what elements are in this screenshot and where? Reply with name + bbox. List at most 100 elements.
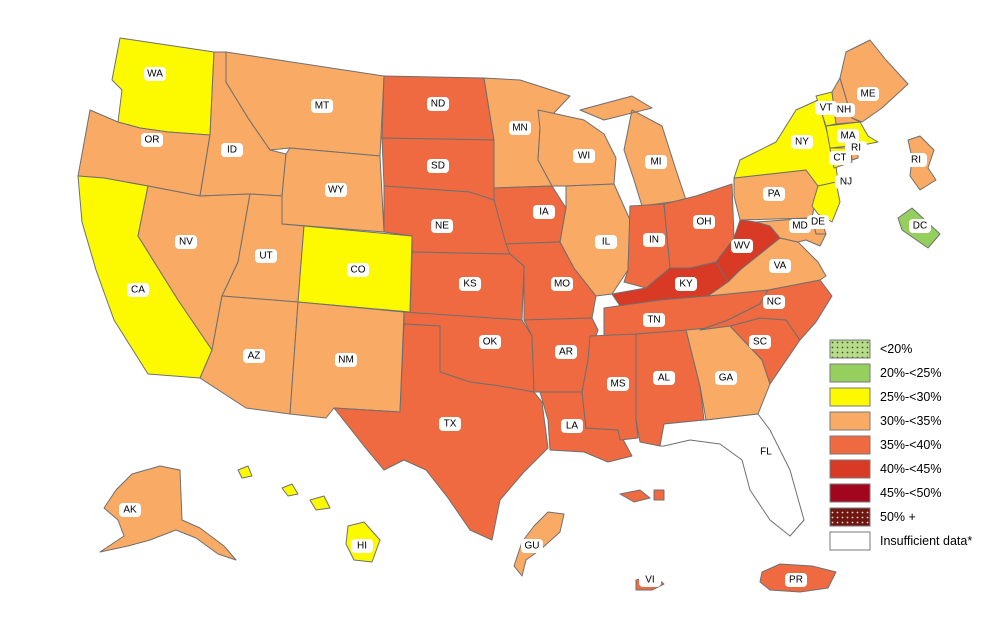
state-label-SD: SD: [427, 159, 449, 173]
state-label-OR: OR: [141, 133, 163, 147]
state-WA[interactable]: [111, 37, 215, 136]
legend-item: <20%: [829, 339, 912, 359]
state-label-MD: MD: [789, 219, 811, 233]
state-MI[interactable]: [579, 95, 687, 207]
state-IA[interactable]: [493, 185, 567, 245]
state-NC[interactable]: [699, 279, 833, 341]
state-label-box-RI: [845, 141, 867, 155]
state-label-text-TX: TX: [444, 419, 457, 430]
state-label-box-UT: [255, 249, 277, 263]
legend-swatch: [829, 459, 871, 479]
state-label-text-NH: NH: [837, 105, 851, 116]
state-label-box-TX: [439, 417, 461, 431]
state-label-box-VI: [639, 573, 661, 587]
state-label-box-SC: [749, 335, 771, 349]
state-ME[interactable]: [839, 39, 909, 123]
state-label-box-DC: [909, 219, 931, 233]
state-label-text-NE: NE: [435, 221, 449, 232]
state-label-WY: WY: [325, 183, 347, 197]
state-label-text-UT: UT: [259, 251, 272, 262]
state-label-box-MN: [509, 121, 531, 135]
state-label-box-IN: [643, 233, 665, 247]
state-label-box-AL: [653, 371, 675, 385]
state-label-box-ND: [427, 97, 449, 111]
state-label-box-NY: [791, 135, 813, 149]
state-label-box-NC: [763, 295, 785, 309]
state-label-box-NJ: [835, 175, 857, 189]
legend-swatch: [829, 339, 871, 359]
state-label-text-NJ: NJ: [840, 177, 852, 188]
legend-item: 50% +: [829, 507, 916, 527]
state-label-text-MT: MT: [315, 101, 329, 112]
state-label-text-CT: CT: [833, 153, 846, 164]
state-label-text-WY: WY: [328, 185, 344, 196]
state-WI[interactable]: [537, 109, 617, 187]
state-label-box-SD: [427, 159, 449, 173]
state-label-AR: AR: [555, 345, 577, 359]
state-label-OH: OH: [693, 215, 715, 229]
state-label-DC-inset: DC: [909, 219, 931, 233]
state-TX[interactable]: [333, 323, 549, 541]
state-label-box-RI: [905, 153, 927, 167]
state-label-text-IA: IA: [539, 207, 549, 218]
state-label-text-DC: DC: [913, 221, 927, 232]
state-label-box-NE: [431, 219, 453, 233]
state-label-ND: ND: [427, 97, 449, 111]
state-label-box-GU: [521, 539, 543, 553]
state-label-AK: AK: [119, 503, 141, 517]
legend-label: 35%-<40%: [880, 438, 942, 452]
legend: <20% 20%-<25% 25%-<30% 30%-<35% 35%-<40% 40%-…: [829, 339, 972, 551]
state-label-KS: KS: [459, 277, 481, 291]
state-HI-2[interactable]: [237, 465, 253, 479]
state-label-text-VT: VT: [820, 103, 833, 114]
state-label-box-WI: [573, 149, 595, 163]
state-label-box-AZ: [243, 349, 265, 363]
state-label-text-GA: GA: [719, 373, 734, 384]
state-label-text-MS: MS: [611, 379, 626, 390]
state-label-text-WI: WI: [578, 151, 590, 162]
state-HI-3[interactable]: [281, 483, 299, 497]
state-label-TX: TX: [439, 417, 461, 431]
state-label-box-IL: [595, 235, 617, 249]
state-PR-island-1[interactable]: [619, 489, 651, 503]
state-label-box-WY: [325, 183, 347, 197]
state-label-box-AR: [555, 345, 577, 359]
state-label-text-WA: WA: [147, 69, 163, 80]
legend-label: 30%-<35%: [880, 414, 942, 428]
state-HI-4[interactable]: [309, 495, 331, 511]
state-label-text-CA: CA: [131, 285, 145, 296]
state-label-OK: OK: [479, 335, 501, 349]
state-AK[interactable]: [99, 465, 237, 561]
state-label-box-TN: [643, 313, 665, 327]
state-label-UT: UT: [255, 249, 277, 263]
state-label-DE: DE: [807, 215, 829, 229]
state-label-MN: MN: [509, 121, 531, 135]
state-FL[interactable]: [659, 413, 805, 537]
state-label-GA: GA: [715, 371, 737, 385]
state-label-ME: ME: [857, 87, 879, 101]
legend-item: 40%-<45%: [829, 459, 942, 479]
state-label-text-NM: NM: [338, 355, 354, 366]
state-label-text-RI: RI: [911, 155, 921, 166]
state-label-MA: MA: [837, 129, 859, 143]
state-label-NE: NE: [431, 219, 453, 233]
state-label-CO: CO: [347, 263, 369, 277]
state-label-text-IL: IL: [602, 237, 611, 248]
state-label-text-GU: GU: [525, 541, 540, 552]
state-PR-island-2[interactable]: [653, 489, 665, 501]
labels-layer: WA OR CA ID NV MT WY UT CO AZ NM ND SD NE KS OK TX MN IA MO…: [119, 67, 931, 587]
state-label-box-ME: [857, 87, 879, 101]
state-label-text-RI: RI: [851, 143, 861, 154]
state-label-MO: MO: [551, 277, 573, 291]
state-label-box-MI: [645, 155, 667, 169]
state-label-MT: MT: [311, 99, 333, 113]
state-label-text-AR: AR: [559, 347, 573, 358]
state-label-text-OR: OR: [145, 135, 160, 146]
state-label-text-SD: SD: [431, 161, 445, 172]
state-label-AZ: AZ: [243, 349, 265, 363]
state-label-MI: MI: [645, 155, 667, 169]
state-label-NM: NM: [335, 353, 357, 367]
state-label-text-AL: AL: [658, 373, 671, 384]
state-label-box-CO: [347, 263, 369, 277]
